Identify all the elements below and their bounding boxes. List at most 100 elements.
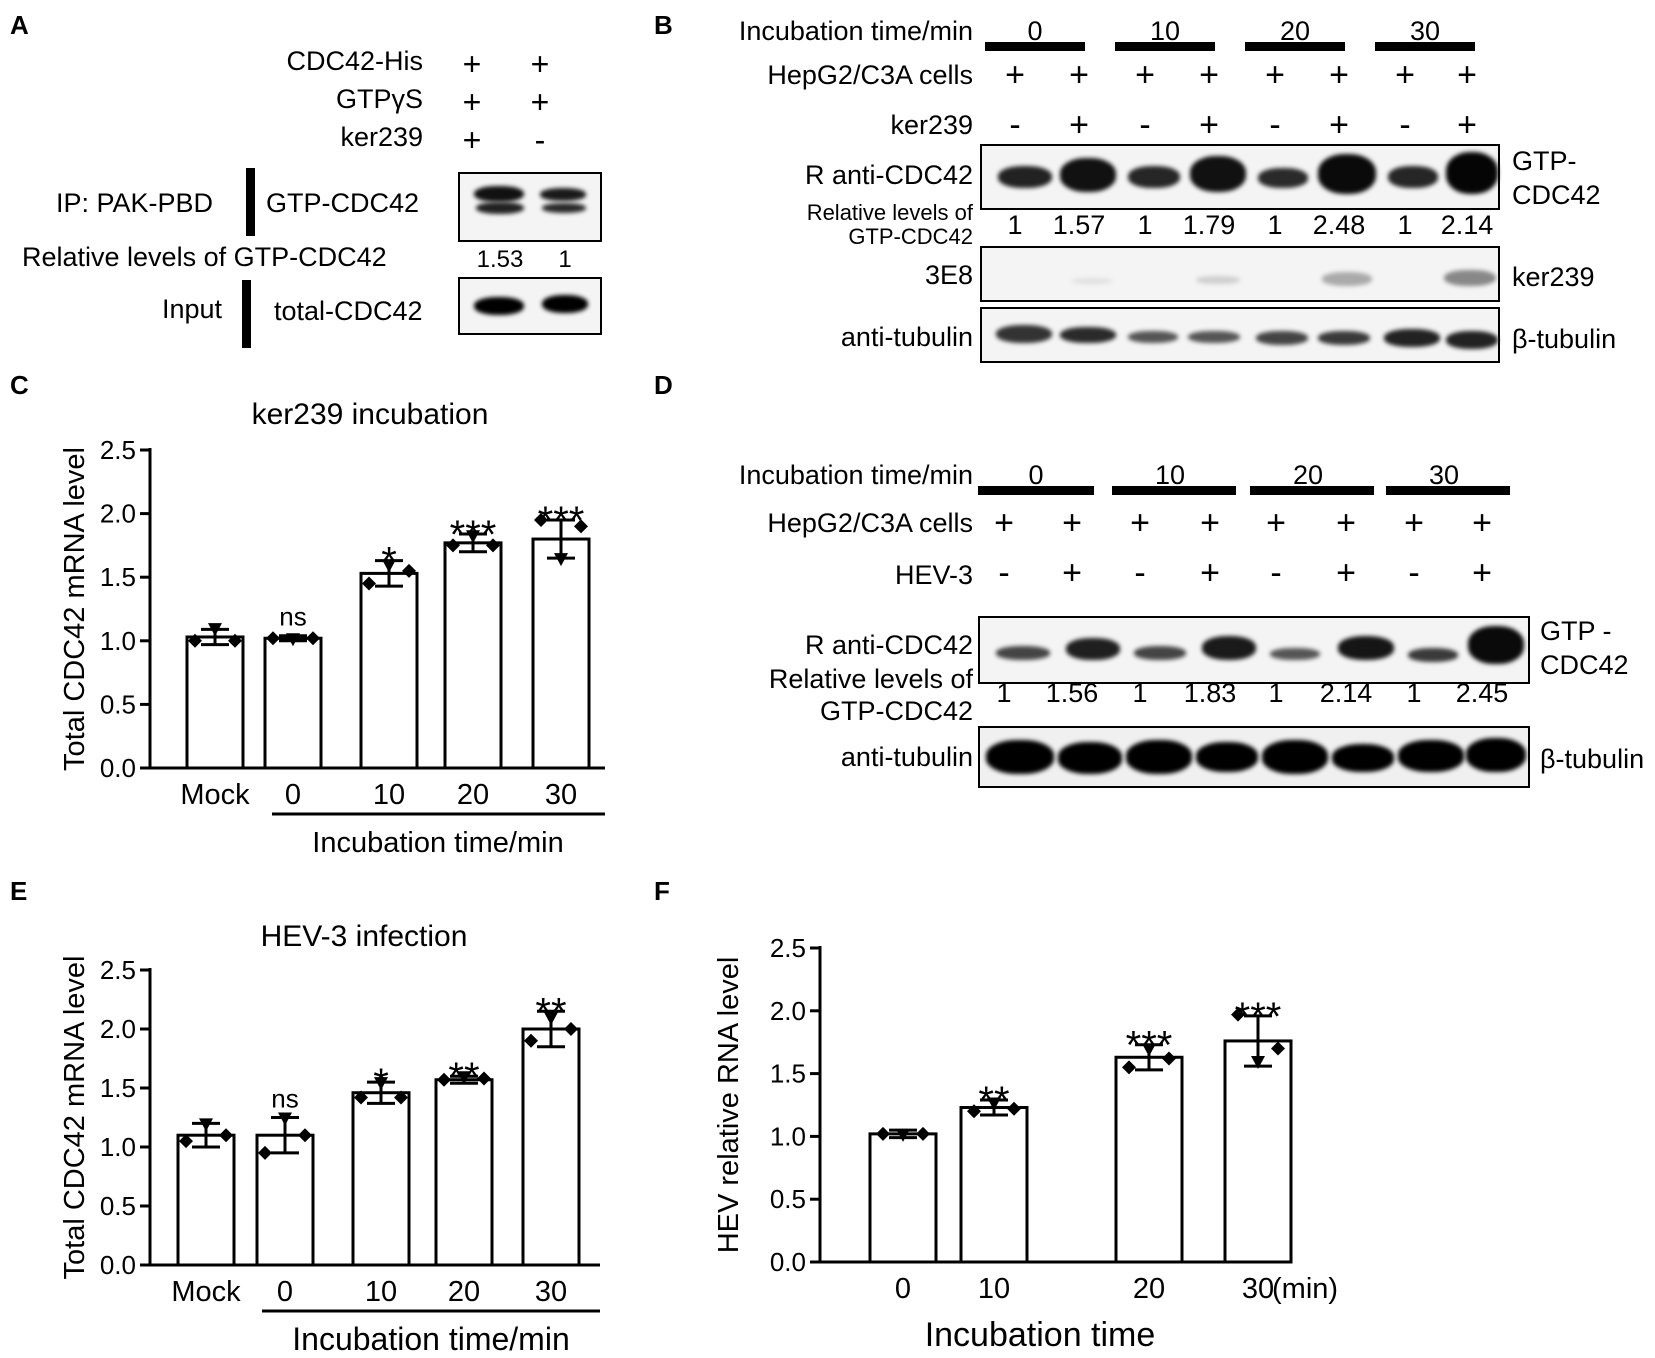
data-point — [208, 623, 222, 637]
lane-sign: + — [462, 84, 482, 120]
relative-value: 2.45 — [1455, 678, 1509, 708]
band — [1270, 648, 1320, 660]
x-tick-label: 10 — [365, 1276, 397, 1308]
lane-sign: + — [1404, 504, 1424, 542]
bar-chart-f: HEV relative RNA level 0.0 0.5 1.0 1.5 2.0 2.5… — [713, 933, 1338, 1354]
x-tick-label: 30 — [545, 779, 577, 811]
treatment-label: HEV-3 — [894, 560, 973, 590]
data-point — [362, 576, 376, 591]
y-tick-label: 0.5 — [100, 689, 136, 719]
time-label: 0 — [1028, 460, 1044, 490]
chart-title: ker239 incubation — [252, 398, 489, 431]
relative-value: 1 — [558, 246, 572, 273]
band — [1332, 744, 1394, 772]
data-point — [1122, 1060, 1136, 1075]
x-tick-label: 0 — [285, 779, 301, 811]
blot-tubulin-b — [980, 307, 1500, 363]
data-point — [544, 1012, 558, 1026]
band — [1318, 154, 1376, 194]
band — [474, 186, 524, 202]
data-point — [306, 631, 320, 646]
data-point — [466, 530, 480, 544]
relative-value: 1 — [1268, 678, 1284, 708]
data-point — [394, 1090, 408, 1105]
band — [1466, 738, 1526, 772]
lane-sign: + — [1336, 554, 1356, 592]
cells-label: HepG2/C3A cells — [767, 60, 973, 90]
time-bar — [985, 42, 1085, 51]
y-tick-label: 2.5 — [100, 435, 136, 465]
incubation-time-label: Incubation time/min — [738, 460, 973, 490]
x-tick-label: 0 — [895, 1273, 911, 1305]
lane-sign: + — [530, 46, 550, 82]
beta-tubulin-label: β-tubulin — [1512, 324, 1617, 354]
lane-sign: + — [1062, 554, 1082, 592]
band — [1322, 272, 1372, 286]
significance-label: ns — [271, 1084, 298, 1114]
bracket-bar — [242, 280, 251, 348]
time-label: 20 — [1292, 460, 1324, 490]
band — [1262, 740, 1328, 774]
panel-label-d: D — [654, 370, 673, 400]
data-point — [967, 1104, 981, 1119]
blot-tubulin-d — [978, 726, 1530, 788]
bar — [434, 1078, 494, 1267]
lane-sign: + — [1457, 56, 1477, 94]
lane-sign: + — [1005, 56, 1025, 94]
relative-value: 2.48 — [1312, 210, 1366, 240]
relative-value: 1 — [1007, 210, 1023, 240]
lane-sign: - — [1009, 106, 1021, 144]
data-point — [286, 633, 300, 647]
data-point — [199, 1118, 213, 1132]
lane-sign: - — [534, 122, 546, 158]
x-axis-label: Incubation time — [925, 1316, 1156, 1354]
band — [1128, 331, 1178, 343]
data-point — [564, 1022, 578, 1036]
bar — [359, 571, 419, 770]
lane-sign: - — [1139, 106, 1151, 144]
lane-sign: - — [998, 554, 1010, 592]
time-bar — [1375, 42, 1475, 51]
lane-sign: - — [1399, 106, 1411, 144]
lane-sign: + — [1199, 106, 1219, 144]
incubation-time-label: Incubation time/min — [738, 16, 973, 46]
panel-a-row-label: GTPγS — [335, 84, 423, 114]
ker239-label: ker239 — [1512, 262, 1595, 292]
anti-tubulin-label: anti-tubulin — [840, 742, 973, 772]
y-axis-label: HEV relative RNA level — [713, 957, 745, 1254]
band — [474, 297, 524, 315]
y-tick-label: 0.0 — [100, 753, 136, 783]
significance-label: * — [381, 540, 397, 584]
y-tick-label: 0.0 — [770, 1247, 806, 1277]
blot-total-cdc42 — [458, 277, 602, 335]
relative-value: 1 — [1397, 210, 1413, 240]
bar-chart-c: ker239 incubation Total CDC42 mRNA level 0… — [59, 398, 605, 859]
lane-sign: - — [1269, 106, 1281, 144]
band — [996, 325, 1052, 343]
band — [1258, 168, 1308, 188]
data-point — [876, 1126, 890, 1141]
lane-sign: + — [994, 504, 1014, 542]
lane-sign: + — [1457, 106, 1477, 144]
data-point — [258, 1145, 272, 1160]
data-point — [374, 1077, 388, 1091]
x-tick-label: 0 — [277, 1276, 293, 1308]
time-label: 30 — [1428, 460, 1460, 490]
bar — [351, 1091, 411, 1267]
x-tick-label: Mock — [180, 779, 250, 811]
data-point — [188, 633, 202, 648]
significance-label: ** — [978, 1079, 1009, 1123]
relative-value: 1.56 — [1045, 678, 1099, 708]
significance-label: *** — [1235, 995, 1282, 1039]
data-point — [1007, 1101, 1021, 1116]
time-label: 0 — [1027, 16, 1043, 46]
x-tick-label: 30 — [535, 1276, 567, 1308]
y-axis-label: Total CDC42 mRNA level — [59, 447, 91, 771]
bar — [1114, 1055, 1184, 1264]
significance-label: * — [373, 1061, 389, 1105]
x-axis-label: Incubation time/min — [292, 1321, 569, 1357]
cdc42-label: CDC42 — [1512, 180, 1601, 210]
relative-value: 2.14 — [1440, 210, 1494, 240]
panel-a-row-label: ker239 — [340, 122, 423, 152]
data-point — [554, 553, 568, 567]
